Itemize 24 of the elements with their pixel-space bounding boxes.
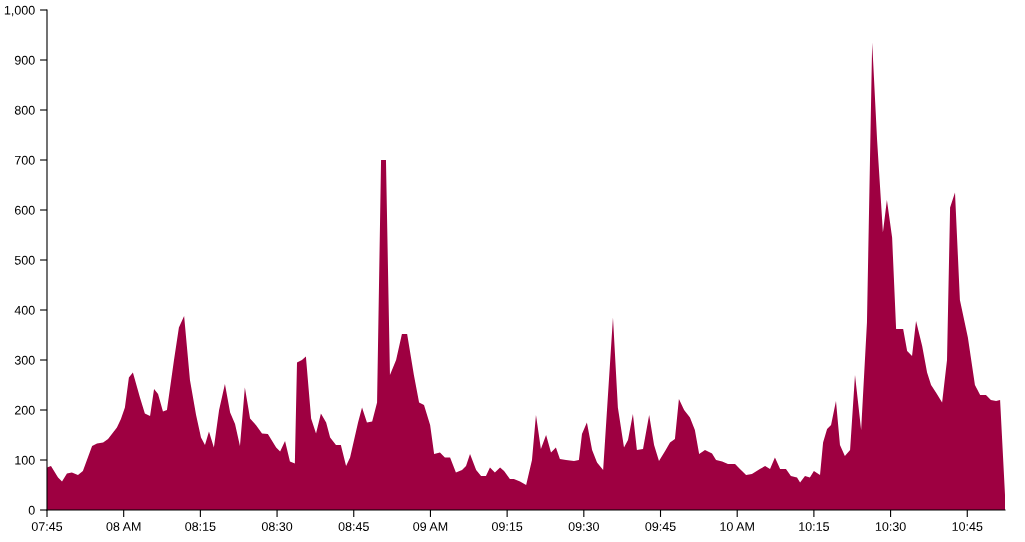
y-tick-label: 1,000 (4, 5, 35, 17)
x-tick-label: 09:45 (645, 522, 676, 531)
x-tick-label: 09 AM (413, 522, 448, 531)
x-tick-label: 10:30 (875, 522, 906, 531)
x-tick-label: 08:15 (185, 522, 216, 531)
y-tick-label: 300 (14, 355, 35, 365)
x-tick-label: 10:15 (799, 522, 830, 531)
y-tick-label: 100 (15, 455, 35, 465)
x-tick-label: 08 AM (106, 522, 141, 531)
x-tick-label: 10 AM (720, 522, 754, 531)
y-tick-label: 400 (14, 305, 35, 315)
y-tick-label: 800 (14, 105, 35, 115)
x-tick-label: 09:15 (491, 522, 523, 531)
y-tick-label: 200 (14, 405, 35, 415)
x-tick-label: 07:45 (31, 522, 63, 531)
x-tick-label: 08:45 (338, 522, 369, 531)
x-tick-label: 10:45 (952, 522, 983, 531)
x-tick-label: 09:30 (568, 522, 599, 531)
y-tick-label: 0 (28, 505, 35, 515)
y-tick-label: 500 (14, 255, 35, 265)
x-tick-label: 08:30 (261, 522, 293, 531)
y-tick-label: 900 (14, 55, 35, 65)
y-tick-label: 700 (14, 155, 35, 165)
y-tick-label: 600 (14, 205, 35, 215)
